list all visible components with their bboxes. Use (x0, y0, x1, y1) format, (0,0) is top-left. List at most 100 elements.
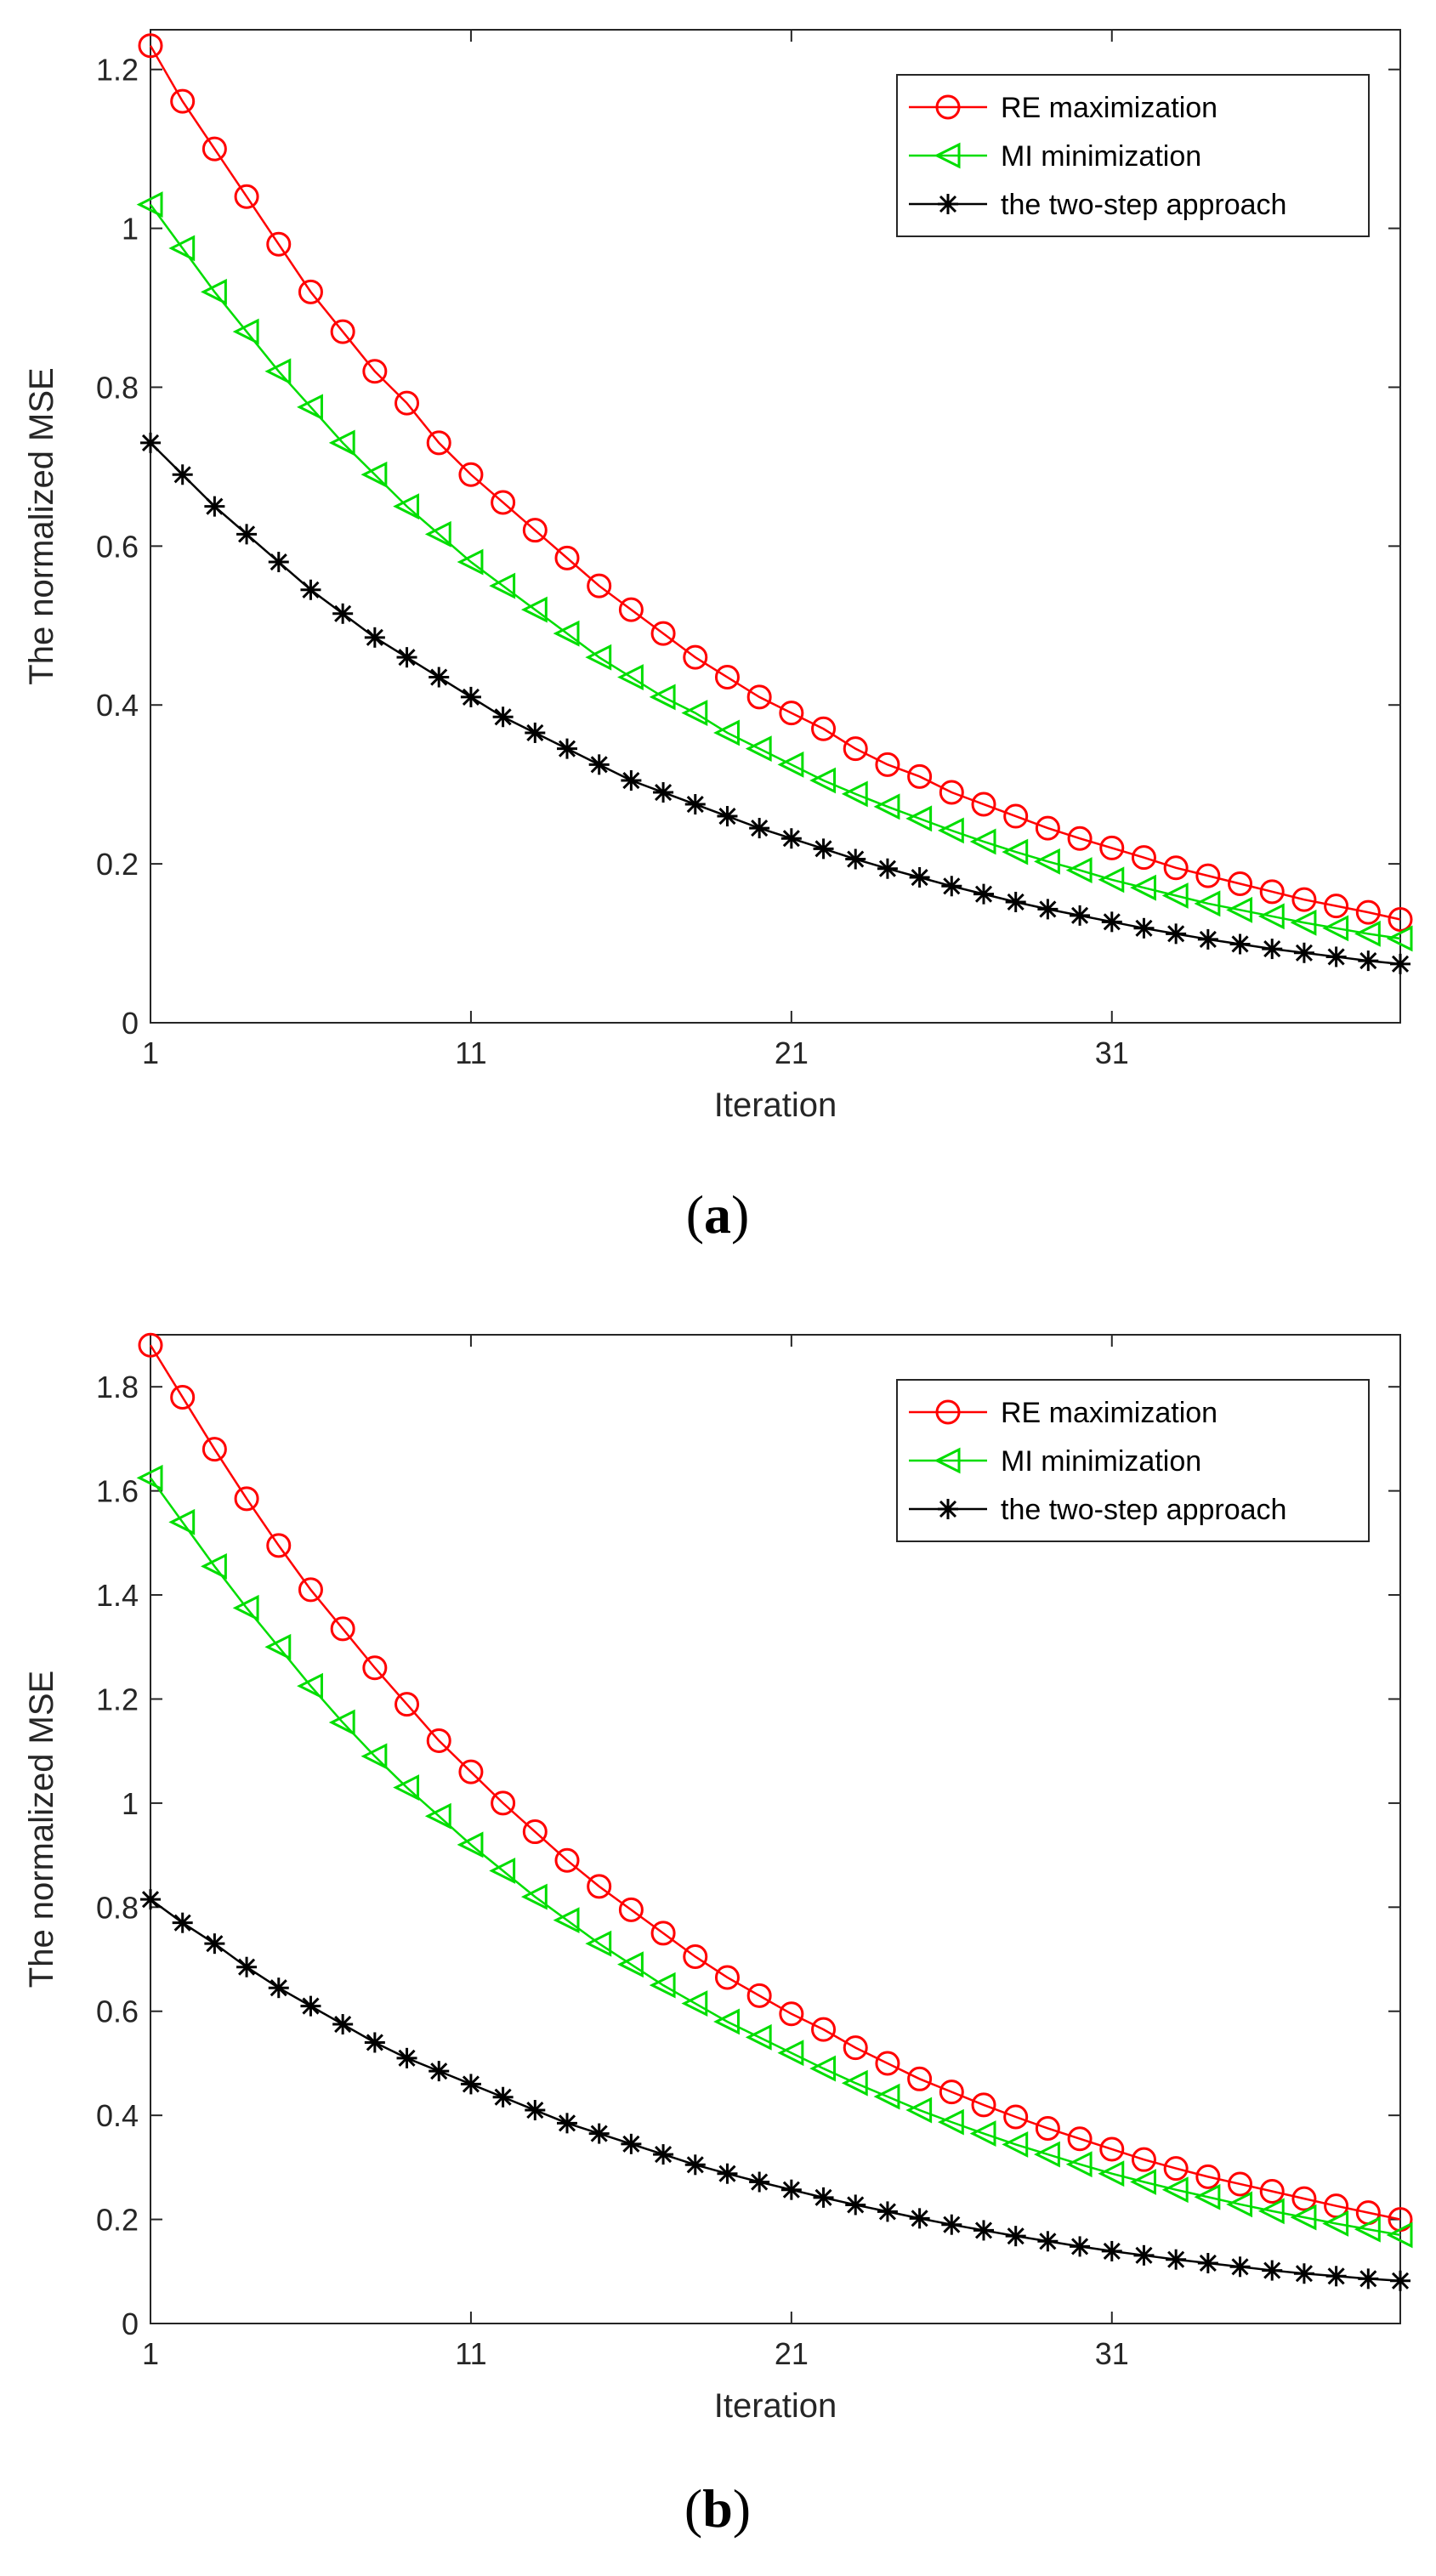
legend-label: the two-step approach (1001, 1494, 1286, 1526)
marker-triangle-21 (809, 767, 837, 794)
marker-circle-31 (1131, 845, 1156, 871)
marker-asterisk-5 (300, 579, 321, 600)
y-tick-label: 0.8 (96, 370, 139, 405)
marker-asterisk-35 (1262, 2260, 1283, 2281)
marker-asterisk-28 (1037, 2231, 1059, 2252)
marker-triangle-17 (681, 1990, 708, 2017)
y-axis: 0 0.2 0.4 0.6 0.8 1 1.2 (96, 53, 1400, 1041)
marker-circle-29 (1067, 826, 1093, 851)
marker-circle-20 (779, 2001, 804, 2027)
marker-triangle-34 (1226, 2191, 1253, 2218)
caption-letter: b (702, 2478, 733, 2539)
marker-asterisk-20 (780, 828, 802, 849)
marker-triangle-5 (297, 394, 323, 421)
marker-asterisk-14 (588, 2123, 610, 2144)
marker-asterisk-17 (684, 2154, 706, 2176)
legend-label: RE maximization (1001, 92, 1217, 124)
marker-circle-23 (875, 2051, 900, 2076)
y-tick-label: 0.6 (96, 1994, 139, 2029)
marker-triangle-28 (1034, 848, 1060, 875)
marker-asterisk-38 (1358, 2268, 1379, 2289)
marker-triangle-4 (264, 358, 292, 385)
marker-circle-12 (522, 518, 548, 543)
marker-circle-38 (1355, 899, 1381, 925)
marker-triangle-25 (937, 2108, 964, 2136)
marker-triangle-0 (136, 191, 163, 218)
x-tick-label: 1 (142, 2336, 159, 2371)
x-tick-label: 21 (775, 2336, 809, 2371)
marker-asterisk-26 (973, 2220, 994, 2241)
marker-triangle-20 (777, 751, 804, 778)
marker-triangle-28 (1034, 2141, 1060, 2168)
marker-triangle-13 (553, 1907, 580, 1934)
marker-circle-10 (458, 462, 484, 487)
legend-entry: the two-step approach (909, 189, 1286, 221)
marker-triangle-19 (745, 2023, 772, 2051)
marker-circle-11 (491, 1790, 516, 1816)
y-tick-label: 1.8 (96, 1370, 139, 1404)
series-line (150, 1898, 1401, 2283)
marker-asterisk-30 (1101, 2240, 1122, 2261)
marker-circle-1 (170, 1384, 196, 1410)
marker-triangle-11 (489, 1858, 516, 1884)
marker-triangle-7 (360, 1743, 388, 1770)
marker-circle-4 (266, 1533, 292, 1558)
marker-circle-8 (394, 390, 420, 416)
marker-circle-9 (426, 430, 451, 456)
marker-circle-30 (1099, 2136, 1125, 2162)
marker-triangle-30 (1098, 866, 1125, 894)
legend-entry: MI minimization (909, 1445, 1201, 1478)
marker-asterisk-21 (813, 838, 834, 860)
marker-triangle-8 (393, 1774, 420, 1801)
marker-asterisk-14 (588, 754, 610, 775)
marker-triangle-34 (1226, 896, 1253, 923)
marker-circle-17 (683, 644, 708, 670)
marker-asterisk-34 (1229, 933, 1251, 955)
marker-triangle-9 (424, 1802, 451, 1830)
x-tick-label: 31 (1095, 2336, 1129, 2371)
marker-circle-36 (1291, 887, 1317, 912)
panel-caption: (b) (684, 2478, 751, 2539)
marker-asterisk-11 (492, 706, 514, 728)
caption-letter: a (704, 1184, 731, 1245)
marker-circle-20 (779, 701, 804, 726)
marker-circle-21 (811, 2017, 837, 2042)
x-axis-label: Iteration (714, 2387, 837, 2425)
marker-asterisk-9 (429, 667, 450, 688)
marker-asterisk-17 (684, 794, 706, 815)
legend: RE maximization MI minimization the two-st… (896, 1379, 1370, 1542)
marker-asterisk-18 (717, 2163, 738, 2184)
marker-asterisk-25 (941, 2214, 962, 2235)
marker-asterisk-0 (140, 1889, 161, 1910)
marker-circle-legend (935, 94, 961, 120)
series-the-two-step-approach (140, 432, 1410, 974)
marker-asterisk-11 (492, 2086, 514, 2108)
marker-triangle-2 (201, 278, 227, 305)
marker-asterisk-13 (557, 2113, 577, 2134)
marker-circle-36 (1291, 2186, 1317, 2211)
series-line (149, 203, 1401, 940)
y-tick-label: 0 (122, 2306, 139, 2341)
marker-circle-6 (330, 319, 355, 344)
series-the-two-step-approach (140, 1889, 1410, 2291)
marker-circle-8 (394, 1692, 420, 1717)
marker-asterisk-2 (204, 1933, 225, 1955)
marker-triangle-7 (360, 461, 388, 488)
marker-asterisk-8 (396, 647, 417, 668)
marker-triangle-33 (1194, 890, 1221, 917)
x-tick-label: 11 (455, 2336, 486, 2371)
marker-triangle-19 (745, 735, 772, 763)
marker-circle-24 (907, 763, 933, 789)
marker-triangle-10 (457, 1831, 484, 1858)
marker-asterisk-23 (877, 2201, 898, 2222)
y-tick-label: 1.2 (96, 1682, 139, 1716)
marker-asterisk-29 (1070, 2236, 1091, 2257)
marker-asterisk-12 (525, 722, 546, 743)
marker-circle-26 (971, 792, 996, 817)
marker-triangle-26 (969, 828, 996, 855)
y-axis-label: The normalized MSE (23, 1671, 60, 1988)
marker-asterisk-31 (1133, 2244, 1155, 2266)
marker-triangle-30 (1098, 2160, 1125, 2187)
marker-asterisk-32 (1166, 2249, 1187, 2270)
marker-triangle-36 (1290, 2204, 1317, 2231)
